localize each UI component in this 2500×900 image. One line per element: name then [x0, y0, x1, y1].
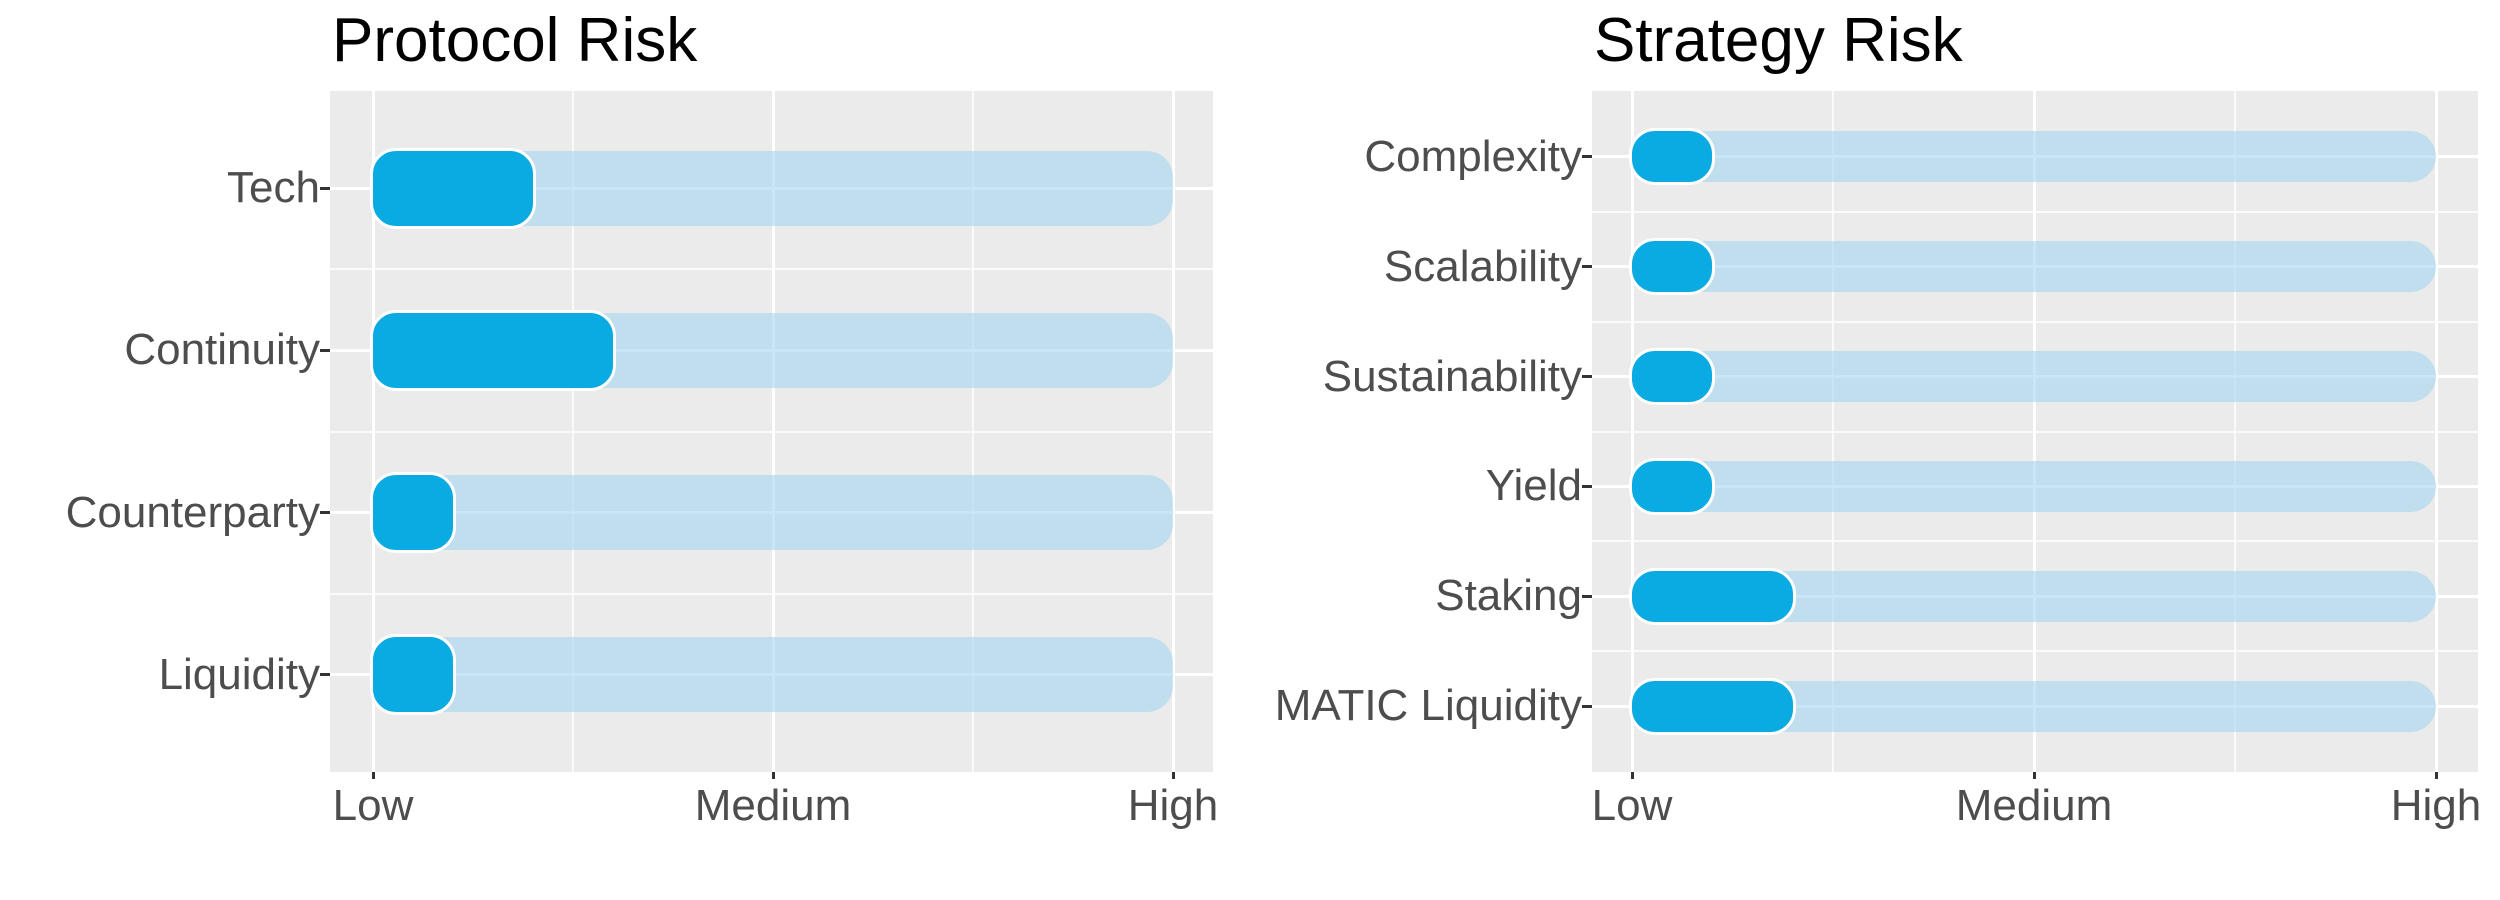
x-axis-tick	[1630, 772, 1634, 779]
strategy-risk-panel	[1592, 91, 2478, 772]
category-label: MATIC Liquidity	[1274, 681, 1582, 731]
category-label: Liquidity	[158, 649, 320, 699]
x-axis-tick	[771, 772, 775, 779]
y-axis-tick	[1582, 484, 1592, 488]
category-label: Tech	[227, 163, 320, 213]
x-axis-tick-label: High	[2390, 781, 2482, 830]
risk-value-bar	[370, 147, 536, 229]
x-axis-tick-label: Medium	[694, 781, 852, 830]
risk-value-bar	[1629, 128, 1716, 186]
y-axis-tick	[1582, 704, 1592, 708]
risk-track-bar	[1632, 460, 2436, 512]
risk-track-bar	[373, 637, 1173, 713]
x-axis-tick-label: High	[1127, 781, 1219, 830]
risk-value-bar	[1629, 348, 1716, 406]
grid-minor-horizontal	[1592, 430, 2478, 433]
grid-minor-horizontal	[1592, 210, 2478, 213]
x-axis-tick-label: Low	[332, 781, 414, 830]
grid-minor-horizontal	[330, 268, 1213, 271]
risk-track-bar	[1632, 131, 2436, 183]
category-label: Scalability	[1383, 241, 1582, 291]
grid-minor-horizontal	[1592, 650, 2478, 653]
risk-track-bar	[1632, 241, 2436, 293]
x-axis-tick	[1171, 772, 1175, 779]
category-label: Yield	[1485, 461, 1582, 511]
y-axis-tick	[1582, 594, 1592, 598]
y-axis-tick	[320, 511, 330, 515]
risk-value-bar	[1629, 677, 1796, 735]
chart-title-strategy-risk: Strategy Risk	[1594, 6, 1963, 75]
grid-minor-horizontal	[1592, 540, 2478, 543]
risk-value-bar	[370, 472, 456, 554]
y-axis-tick	[1582, 375, 1592, 379]
risk-value-bar	[1629, 567, 1796, 625]
category-label: Continuity	[124, 325, 320, 375]
category-label: Staking	[1435, 571, 1582, 621]
category-label: Counterparty	[65, 487, 320, 537]
risk-track-bar	[373, 475, 1173, 551]
x-axis-tick	[2032, 772, 2036, 779]
risk-value-bar	[1629, 457, 1716, 515]
y-axis-tick	[320, 186, 330, 190]
protocol-risk-panel	[330, 91, 1213, 772]
x-axis-tick	[2434, 772, 2438, 779]
x-axis-tick	[371, 772, 375, 779]
grid-minor-horizontal	[1592, 320, 2478, 323]
grid-minor-horizontal	[330, 592, 1213, 595]
risk-track-bar	[1632, 351, 2436, 403]
grid-minor-horizontal	[330, 430, 1213, 433]
x-axis-tick-label: Medium	[1955, 781, 2113, 830]
y-axis-tick	[320, 348, 330, 352]
risk-value-bar	[370, 634, 456, 716]
risk-value-bar	[370, 309, 616, 391]
risk-value-bar	[1629, 238, 1716, 296]
y-axis-tick	[1582, 155, 1592, 159]
y-axis-tick	[1582, 265, 1592, 269]
y-axis-tick	[320, 673, 330, 677]
category-label: Sustainability	[1322, 351, 1582, 401]
x-axis-tick-label: Low	[1591, 781, 1673, 830]
category-label: Complexity	[1364, 131, 1582, 181]
chart-title-protocol-risk: Protocol Risk	[332, 6, 698, 75]
